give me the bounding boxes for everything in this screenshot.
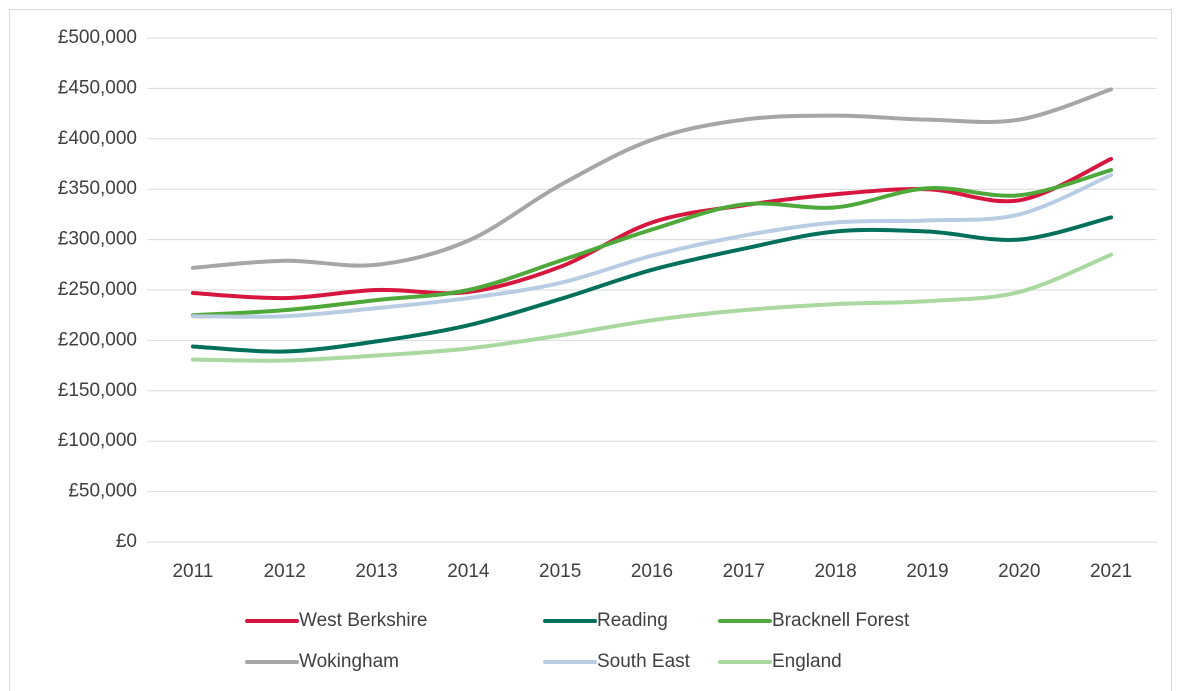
y-tick-label: £350,000 — [58, 178, 137, 199]
x-tick-label: 2014 — [447, 561, 490, 582]
y-tick-label: £500,000 — [58, 27, 137, 48]
x-tick-label: 2017 — [723, 561, 765, 582]
y-tick-label: £50,000 — [68, 481, 137, 502]
legend-label: England — [772, 651, 842, 672]
x-tick-label: 2019 — [906, 561, 948, 582]
y-tick-label: £400,000 — [58, 128, 137, 149]
series-line — [190, 156, 1114, 301]
x-tick-label: 2012 — [264, 561, 306, 582]
series-line — [190, 252, 1114, 363]
chart-border — [9, 9, 1172, 691]
x-tick-label: 2011 — [172, 561, 213, 582]
y-tick-label: £150,000 — [58, 380, 137, 401]
x-tick-label: 2013 — [355, 561, 397, 582]
x-tick-label: 2016 — [631, 561, 673, 582]
x-tick-label: 2020 — [998, 561, 1040, 582]
legend-label: Wokingham — [299, 651, 399, 672]
y-tick-label: £250,000 — [58, 279, 137, 300]
legend-label: South East — [597, 651, 691, 672]
y-tick-label: £200,000 — [58, 329, 137, 350]
y-tick-label: £0 — [116, 531, 137, 552]
legend-label: Bracknell Forest — [772, 610, 910, 631]
y-tick-label: £100,000 — [58, 430, 137, 451]
x-tick-label: 2021 — [1090, 561, 1132, 582]
series-line — [190, 215, 1114, 354]
x-tick-label: 2018 — [814, 561, 856, 582]
y-tick-label: £450,000 — [58, 77, 137, 98]
series-line — [190, 173, 1114, 319]
y-tick-label: £300,000 — [58, 229, 137, 250]
legend-label: West Berkshire — [299, 610, 427, 631]
series-line — [190, 87, 1114, 270]
series-line — [190, 168, 1114, 318]
legend-label: Reading — [597, 610, 668, 631]
x-tick-label: 2015 — [539, 561, 581, 582]
